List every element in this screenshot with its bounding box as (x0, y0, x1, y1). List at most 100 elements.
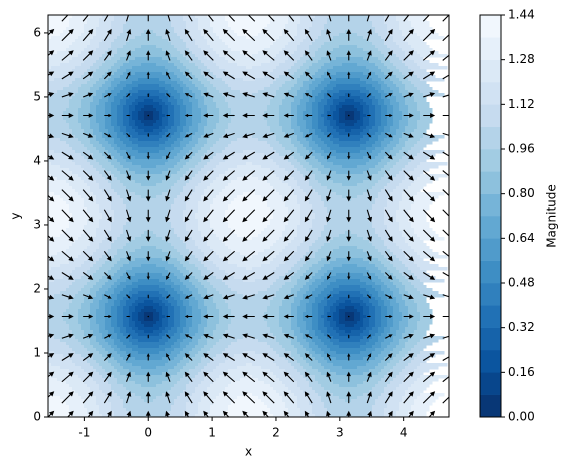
contour-cell (153, 300, 163, 304)
contour-cell (189, 381, 202, 385)
contour-cell (306, 291, 313, 295)
arrow (347, 114, 350, 117)
contour-cell (396, 219, 409, 223)
arrow-shape (384, 353, 393, 361)
contour-cell (105, 369, 118, 373)
contour-cell (69, 327, 82, 331)
contour-cell (315, 288, 325, 292)
arrow (61, 113, 74, 118)
arrow-shape (166, 272, 171, 280)
contour-cell (189, 360, 202, 364)
contour-cell (96, 159, 109, 163)
arrow-shape (442, 54, 449, 61)
contour-cell (225, 414, 274, 417)
arrow-shape (442, 34, 449, 42)
contour-cell (318, 294, 328, 298)
contour-cell (123, 141, 133, 145)
contour-cell (291, 321, 298, 325)
arrow-shape (367, 114, 372, 117)
contour-cell (225, 210, 271, 214)
arrow (103, 71, 112, 80)
contour-cell (168, 360, 181, 364)
arrow (48, 371, 55, 378)
contour-cell (123, 120, 130, 124)
arrow-shape (346, 391, 352, 404)
arrow (82, 50, 94, 61)
contour-cell (369, 111, 376, 115)
contour-cell (318, 303, 328, 307)
contour-cell (393, 390, 406, 394)
contour-cell (153, 99, 163, 103)
contour-cell (411, 45, 430, 49)
arrow (242, 410, 250, 417)
contour-cell (48, 258, 73, 262)
contour-cell (327, 69, 370, 73)
contour-cell (414, 300, 427, 304)
contour-cell (315, 375, 328, 379)
arrow (184, 93, 193, 98)
arrow-shape (304, 50, 313, 61)
contour-cell (159, 327, 166, 331)
contour-cell (315, 357, 325, 361)
contour-cell (375, 27, 388, 31)
contour-cell (48, 372, 73, 376)
contour-cell (390, 300, 397, 304)
arrow-shape (366, 50, 372, 61)
contour-cell (180, 114, 187, 118)
arrow (442, 250, 449, 258)
contour-cell (360, 111, 364, 115)
contour-cell (210, 147, 226, 151)
contour-cell (138, 315, 145, 319)
arrow-shape (222, 353, 235, 361)
arrow (166, 114, 170, 117)
contour-cell (66, 48, 85, 52)
contour-cell (162, 330, 169, 334)
contour-cell (393, 357, 403, 361)
contour-cell (327, 360, 370, 364)
contour-cell (279, 378, 295, 382)
contour-cell (231, 288, 268, 292)
contour-cell (369, 252, 382, 256)
contour-cell (306, 90, 313, 94)
contour-cell (291, 315, 298, 319)
contour-cell (99, 18, 115, 22)
contour-cell (339, 297, 361, 301)
contour-cell (69, 384, 88, 388)
contour-cell (219, 309, 232, 313)
arrow-shape (166, 71, 171, 80)
contour-cell (312, 135, 319, 139)
arrow-shape (103, 391, 112, 404)
contour-cell (351, 198, 376, 202)
contour-cell (105, 321, 112, 325)
contour-cell (207, 213, 226, 217)
contour-cell (93, 300, 100, 304)
arrow (366, 209, 373, 223)
arrow-shape (203, 92, 214, 98)
contour-cell (339, 96, 361, 100)
contour-cell (195, 84, 205, 88)
contour-cell (204, 165, 217, 169)
contour-cell (291, 162, 301, 166)
contour-cell (120, 303, 127, 307)
contour-cell (330, 147, 367, 151)
contour-cell (342, 105, 355, 109)
contour-cell (243, 150, 256, 154)
arrow-shape (146, 251, 151, 262)
contour-cell (402, 30, 415, 34)
contour-cell (159, 279, 172, 283)
contour-cell (333, 249, 364, 253)
contour-cell (270, 327, 283, 331)
contour-cell (327, 270, 370, 274)
contour-cell (108, 399, 124, 403)
contour-cell (399, 171, 409, 175)
contour-cell (276, 135, 289, 139)
contour-cell (105, 192, 118, 196)
contour-cell (297, 291, 307, 295)
contour-cell (408, 90, 421, 94)
contour-cell (96, 198, 109, 202)
contour-cell (69, 105, 82, 109)
contour-cell (213, 60, 229, 64)
contour-cell (393, 264, 406, 268)
contour-cell (264, 228, 286, 232)
contour-cell (312, 75, 322, 79)
